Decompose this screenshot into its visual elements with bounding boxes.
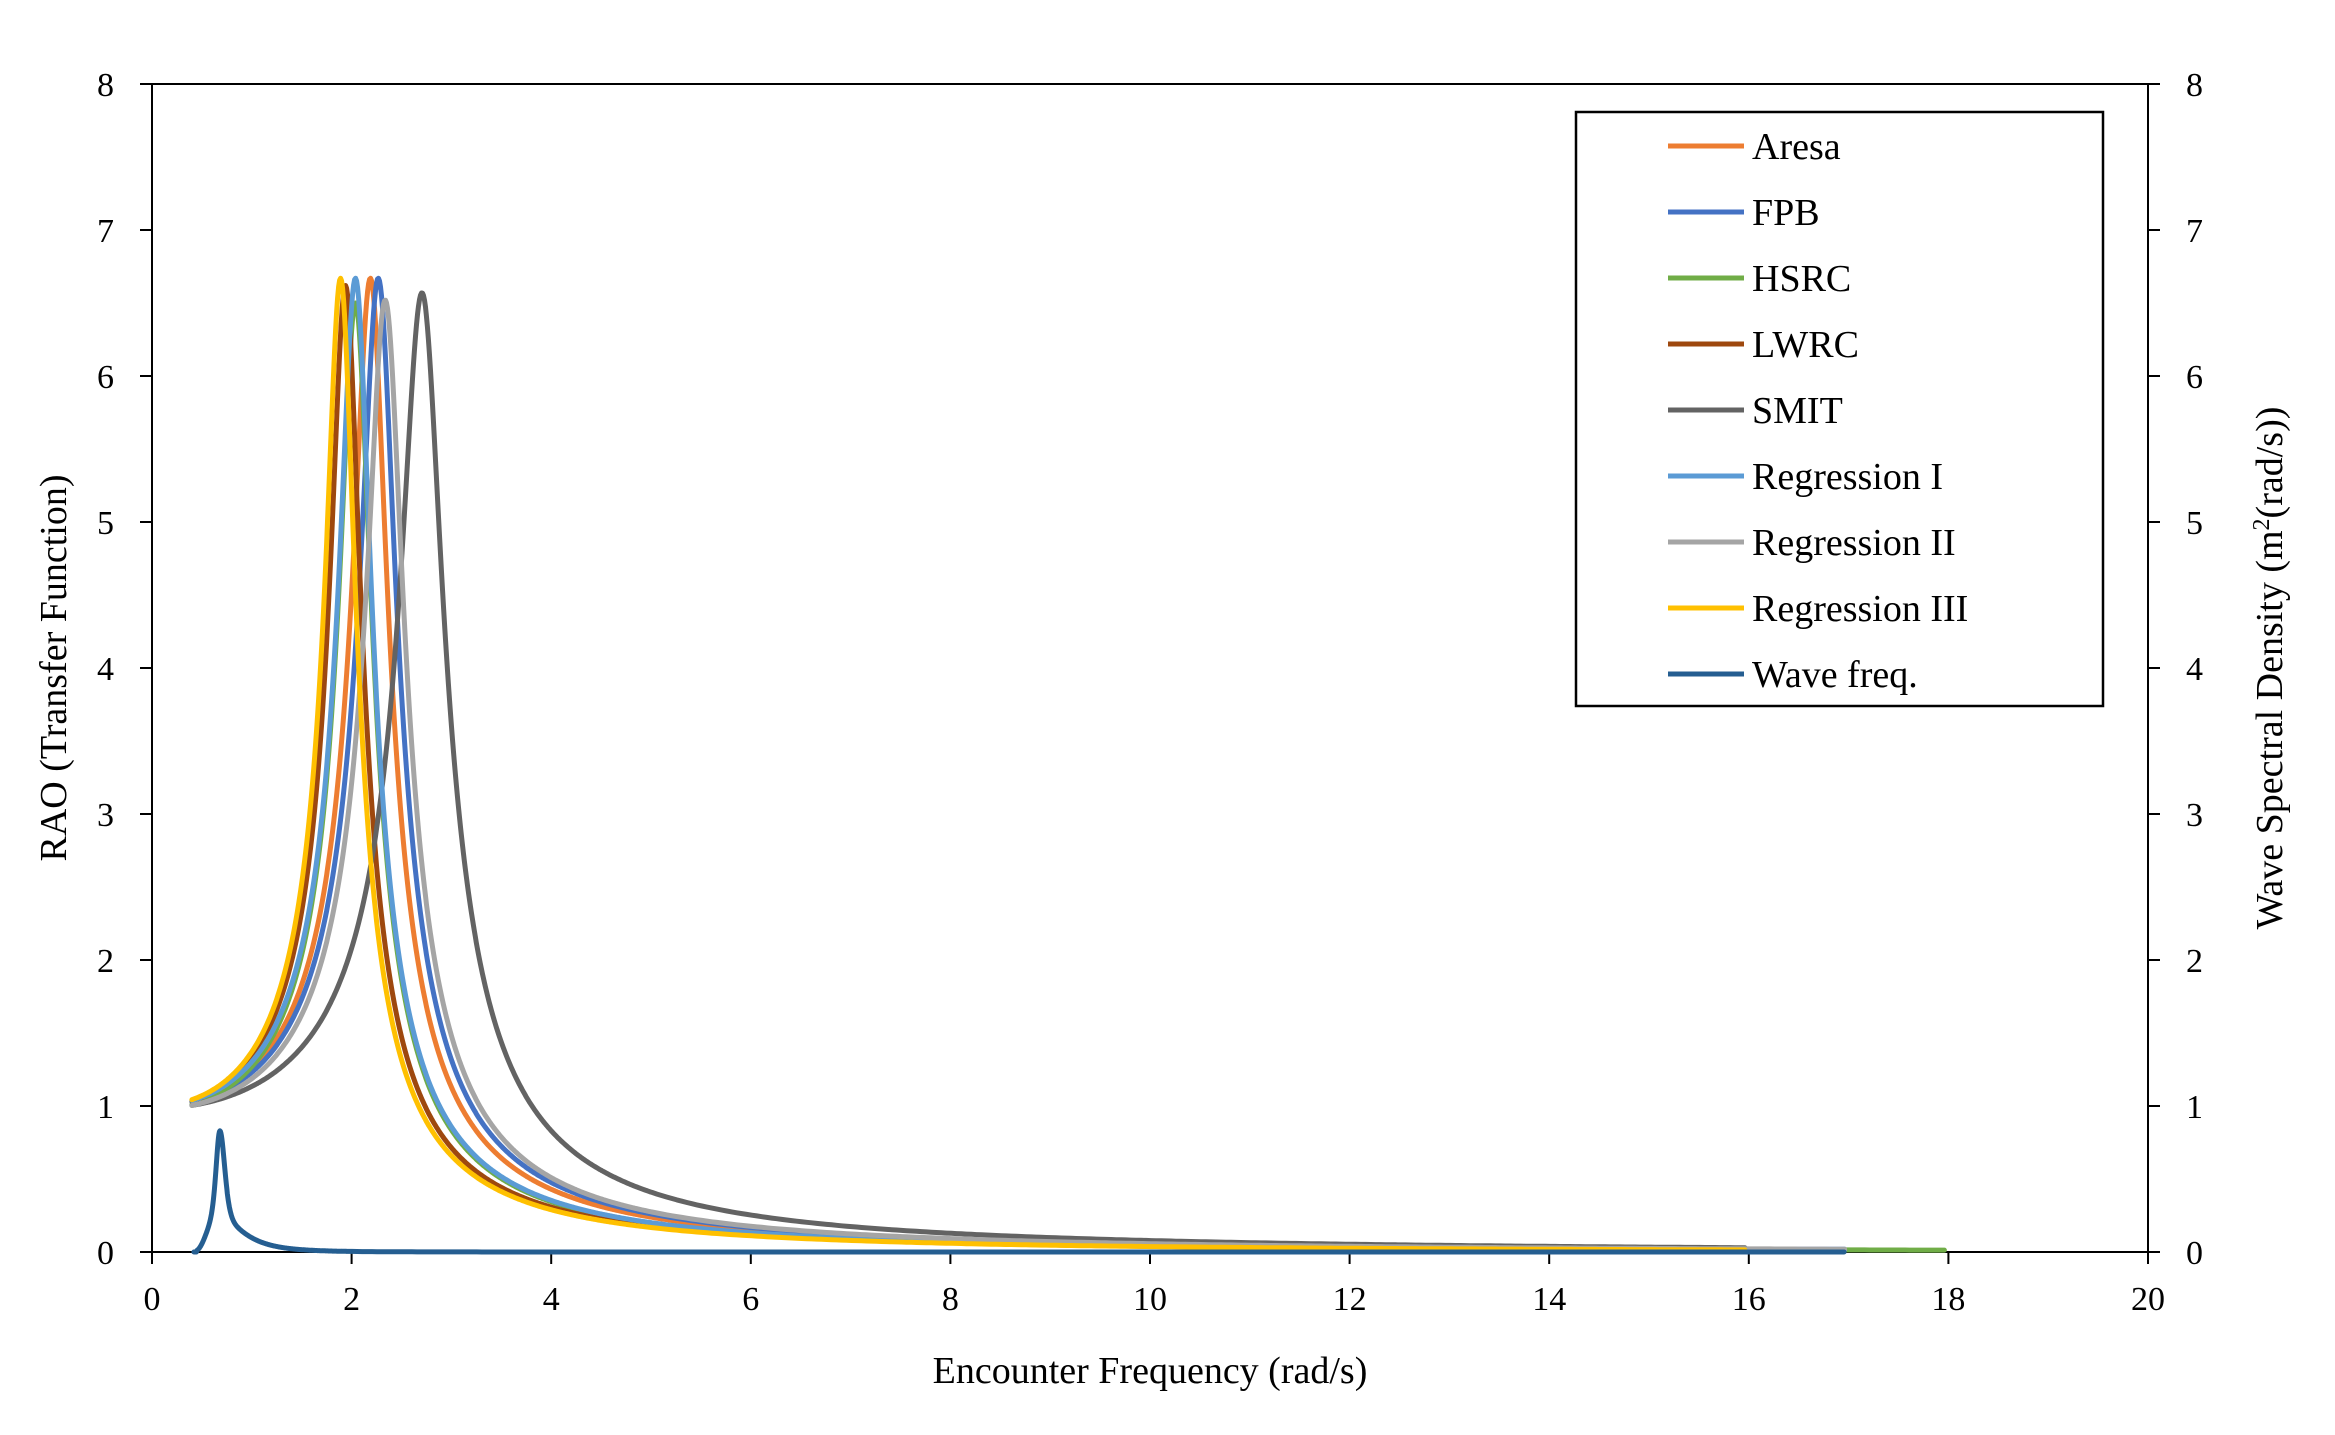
legend-item: Regression II — [1668, 522, 1956, 564]
left-axis-ticks: 0 1 2 3 4 5 6 7 8 — [97, 67, 152, 1272]
x-tick-label: 14 — [1532, 1281, 1566, 1318]
x-tick-label: 20 — [2131, 1281, 2165, 1318]
legend-label: SMIT — [1752, 390, 1843, 432]
series-line-smit — [189, 290, 1748, 1251]
y-axis-title: RAO (Transfer Function) — [33, 474, 75, 861]
y-tick-label: 4 — [97, 651, 114, 688]
legend-label: LWRC — [1752, 324, 1859, 366]
x-tick-label: 18 — [1931, 1281, 1965, 1318]
y-tick-label: 0 — [97, 1235, 114, 1272]
y2-tick-label: 3 — [2186, 797, 2203, 834]
legend-label: Aresa — [1752, 126, 1841, 168]
x-tick-label: 4 — [543, 1281, 560, 1318]
legend-item: Aresa — [1668, 126, 1841, 168]
series-line-wave-freq- — [191, 1128, 1847, 1255]
y2-tick-label: 6 — [2186, 359, 2203, 396]
series-line-regression-iii — [189, 275, 1748, 1253]
y-tick-label: 3 — [97, 797, 114, 834]
legend: Aresa FPB HSRC LWRC SMIT Regression I Regressi… — [1574, 110, 2105, 708]
x-axis-title: Encounter Frequency (rad/s) — [933, 1350, 1368, 1392]
legend-item: FPB — [1668, 192, 1820, 234]
x-tick-label: 10 — [1133, 1281, 1167, 1318]
x-tick-label: 16 — [1732, 1281, 1766, 1318]
legend-label: Wave freq. — [1752, 654, 1918, 696]
y2-tick-label: 5 — [2186, 505, 2203, 542]
x-tick-label: 6 — [742, 1281, 759, 1318]
x-tick-label: 12 — [1333, 1281, 1367, 1318]
y2-tick-label: 8 — [2186, 67, 2203, 104]
x-tick-label: 8 — [942, 1281, 959, 1318]
legend-item: Wave freq. — [1668, 654, 1918, 696]
y-tick-label: 8 — [97, 67, 114, 104]
legend-item: Regression I — [1668, 456, 1943, 498]
legend-label: Regression I — [1752, 456, 1943, 498]
x-tick-label: 2 — [343, 1281, 360, 1318]
y2-tick-label: 7 — [2186, 213, 2203, 250]
y-tick-label: 1 — [97, 1089, 114, 1126]
y2-tick-label: 4 — [2186, 651, 2203, 688]
legend-item: Regression III — [1668, 588, 1968, 630]
legend-item: LWRC — [1668, 324, 1859, 366]
series-line-lwrc — [189, 283, 1748, 1253]
legend-label: Regression II — [1752, 522, 1956, 564]
bottom-axis-ticks: 0 2 4 6 8 10 12 14 16 18 20 — [144, 1252, 2165, 1318]
y2-axis-title-tail: (rad/s)) — [2249, 407, 2291, 519]
y-tick-label: 5 — [97, 505, 114, 542]
y2-tick-label: 0 — [2186, 1235, 2203, 1272]
y-tick-label: 2 — [97, 943, 114, 980]
y2-tick-label: 1 — [2186, 1089, 2203, 1126]
legend-box — [1574, 110, 2105, 708]
y-tick-label: 7 — [97, 213, 114, 250]
right-axis-ticks: 0 1 2 3 4 5 6 7 8 — [2148, 67, 2203, 1272]
legend-label: HSRC — [1752, 258, 1851, 300]
legend-item: SMIT — [1668, 390, 1843, 432]
legend-item: HSRC — [1668, 258, 1851, 300]
y-tick-label: 6 — [97, 359, 114, 396]
series-lines — [189, 275, 1947, 1255]
legend-label: Regression III — [1752, 588, 1968, 630]
y2-axis-title: Wave Spectral Density (m2(rad/s)) — [2249, 407, 2291, 930]
legend-label: FPB — [1752, 192, 1820, 234]
y2-axis-title-main: Wave Spectral Density (m — [2249, 530, 2291, 929]
x-tick-label: 0 — [144, 1281, 161, 1318]
y2-tick-label: 2 — [2186, 943, 2203, 980]
y2-axis-title-superscript: 2 — [2249, 518, 2275, 530]
